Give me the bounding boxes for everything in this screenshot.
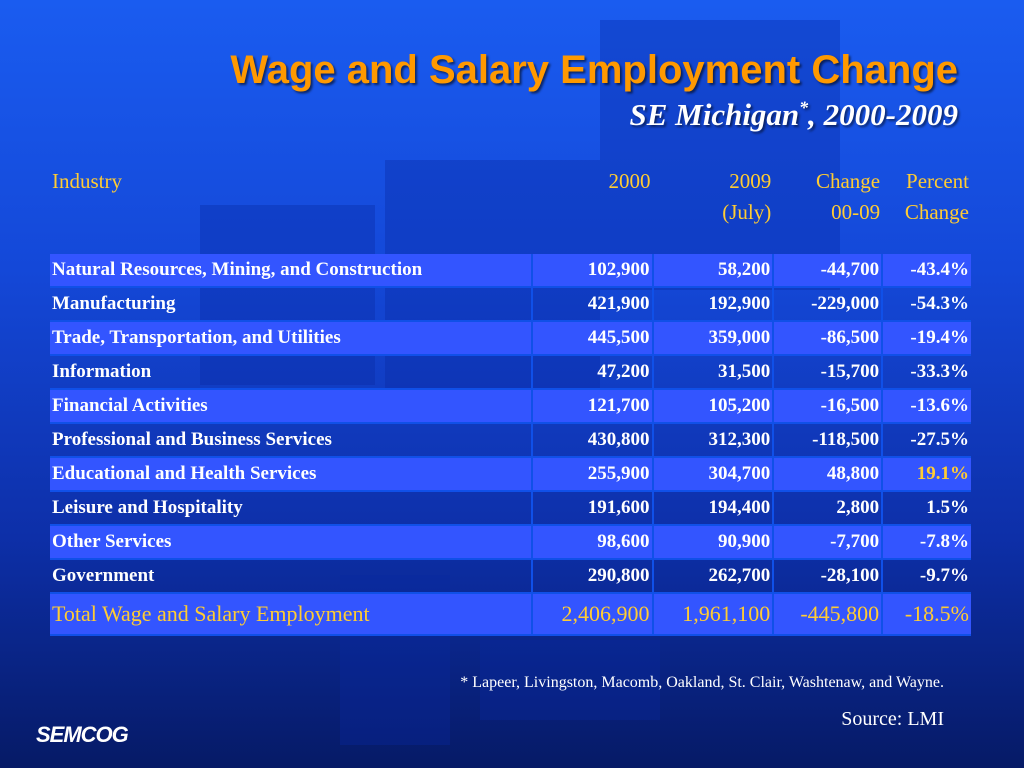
map-silhouette: [600, 20, 840, 290]
percent-change-cell: -54.3%: [881, 287, 971, 322]
semcog-logo: SEMCOG: [36, 722, 129, 747]
value-2000-cell: 255,900: [530, 457, 653, 492]
change-cell: 48,800: [772, 457, 883, 492]
value-2009-cell: 194,400: [651, 491, 774, 526]
table-row: Government 290,800 262,700 -28,100 -9.7%: [50, 559, 971, 594]
value-2009-cell: 90,900: [651, 525, 774, 560]
percent-change-cell: -19.4%: [881, 321, 971, 356]
percent-change-cell: -43.4%: [881, 254, 971, 288]
value-2000-cell: 47,200: [530, 355, 653, 390]
value-2009-cell: 58,200: [651, 254, 774, 288]
industry-cell: Trade, Transportation, and Utilities: [50, 321, 532, 356]
change-cell: -28,100: [772, 559, 883, 594]
value-2009-cell: 105,200: [651, 389, 774, 424]
industry-cell: Manufacturing: [50, 287, 532, 322]
subtitle-region: SE Michigan: [629, 97, 800, 132]
industry-cell: Financial Activities: [50, 389, 532, 424]
change-cell: -44,700: [772, 254, 883, 288]
percent-change-cell: -7.8%: [881, 525, 971, 560]
change-cell: -7,700: [772, 525, 883, 560]
value-2000-cell: 421,900: [530, 287, 653, 322]
change-cell: -118,500: [772, 423, 883, 458]
percent-change-cell: -9.7%: [881, 559, 971, 594]
industry-cell: Natural Resources, Mining, and Construct…: [50, 254, 532, 288]
change-cell: -16,500: [772, 389, 883, 424]
value-2000-cell: 191,600: [530, 491, 653, 526]
industry-cell: Leisure and Hospitality: [50, 491, 532, 526]
value-2009-cell: 31,500: [651, 355, 774, 390]
table-row: Financial Activities 121,700 105,200 -16…: [50, 389, 971, 424]
value-2009-cell: 304,700: [651, 457, 774, 492]
table-row: Natural Resources, Mining, and Construct…: [50, 254, 971, 288]
industry-cell: Other Services: [50, 525, 532, 560]
header-industry: Industry: [52, 169, 122, 193]
change-cell: -86,500: [772, 321, 883, 356]
map-silhouette: [480, 640, 660, 720]
change-cell: 2,800: [772, 491, 883, 526]
header-2000: 2000: [608, 169, 651, 193]
total-change-cell: -445,800: [772, 593, 883, 636]
value-2000-cell: 430,800: [530, 423, 653, 458]
page-title: Wage and Salary Employment Change: [230, 48, 958, 92]
percent-change-cell: -13.6%: [881, 389, 971, 424]
value-2000-cell: 290,800: [530, 559, 653, 594]
total-label-cell: Total Wage and Salary Employment: [50, 593, 532, 636]
industry-cell: Information: [50, 355, 532, 390]
percent-change-cell: -33.3%: [881, 355, 971, 390]
total-2000-cell: 2,406,900: [530, 593, 653, 636]
industry-cell: Professional and Business Services: [50, 423, 532, 458]
table-row: Educational and Health Services 255,900 …: [50, 457, 971, 492]
change-cell: -15,700: [772, 355, 883, 390]
employment-table: Industry 2000 2009 (July) Change 00-09 Per…: [50, 166, 971, 636]
subtitle-footnote-marker: *: [799, 97, 809, 118]
value-2000-cell: 121,700: [530, 389, 653, 424]
value-2009-cell: 192,900: [651, 287, 774, 322]
value-2000-cell: 445,500: [530, 321, 653, 356]
table-row: Information 47,200 31,500 -15,700 -33.3%: [50, 355, 971, 390]
page-subtitle: SE Michigan*, 2000-2009: [629, 97, 958, 133]
table-row: Trade, Transportation, and Utilities 445…: [50, 321, 971, 356]
industry-cell: Educational and Health Services: [50, 457, 532, 492]
header-change: Change 00-09: [815, 169, 881, 224]
percent-change-cell: 1.5%: [881, 491, 971, 526]
total-2009-cell: 1,961,100: [651, 593, 774, 636]
value-2009-cell: 262,700: [651, 559, 774, 594]
change-cell: -229,000: [772, 287, 883, 322]
table-row: Other Services 98,600 90,900 -7,700 -7.8…: [50, 525, 971, 560]
table-row: Leisure and Hospitality 191,600 194,400 …: [50, 491, 971, 526]
table-header-row: Industry 2000 2009 (July) Change 00-09 Per…: [50, 166, 971, 254]
total-percent-change-cell: -18.5%: [881, 593, 971, 636]
value-2009-cell: 312,300: [651, 423, 774, 458]
source-note: Source: LMI: [841, 708, 944, 730]
value-2009-cell: 359,000: [651, 321, 774, 356]
header-2009: 2009 (July): [722, 169, 772, 224]
value-2000-cell: 98,600: [530, 525, 653, 560]
percent-change-cell: -27.5%: [881, 423, 971, 458]
footnote: * Lapeer, Livingston, Macomb, Oakland, S…: [460, 674, 944, 691]
header-percent-change: Percent Change: [904, 169, 969, 224]
table-row: Manufacturing 421,900 192,900 -229,000 -…: [50, 287, 971, 322]
industry-cell: Government: [50, 559, 532, 594]
value-2000-cell: 102,900: [530, 254, 653, 288]
table-row: Professional and Business Services 430,8…: [50, 423, 971, 458]
table-total-row: Total Wage and Salary Employment 2,406,9…: [50, 593, 971, 636]
subtitle-range: , 2000-2009: [808, 97, 958, 132]
percent-change-cell: 19.1%: [881, 457, 971, 492]
